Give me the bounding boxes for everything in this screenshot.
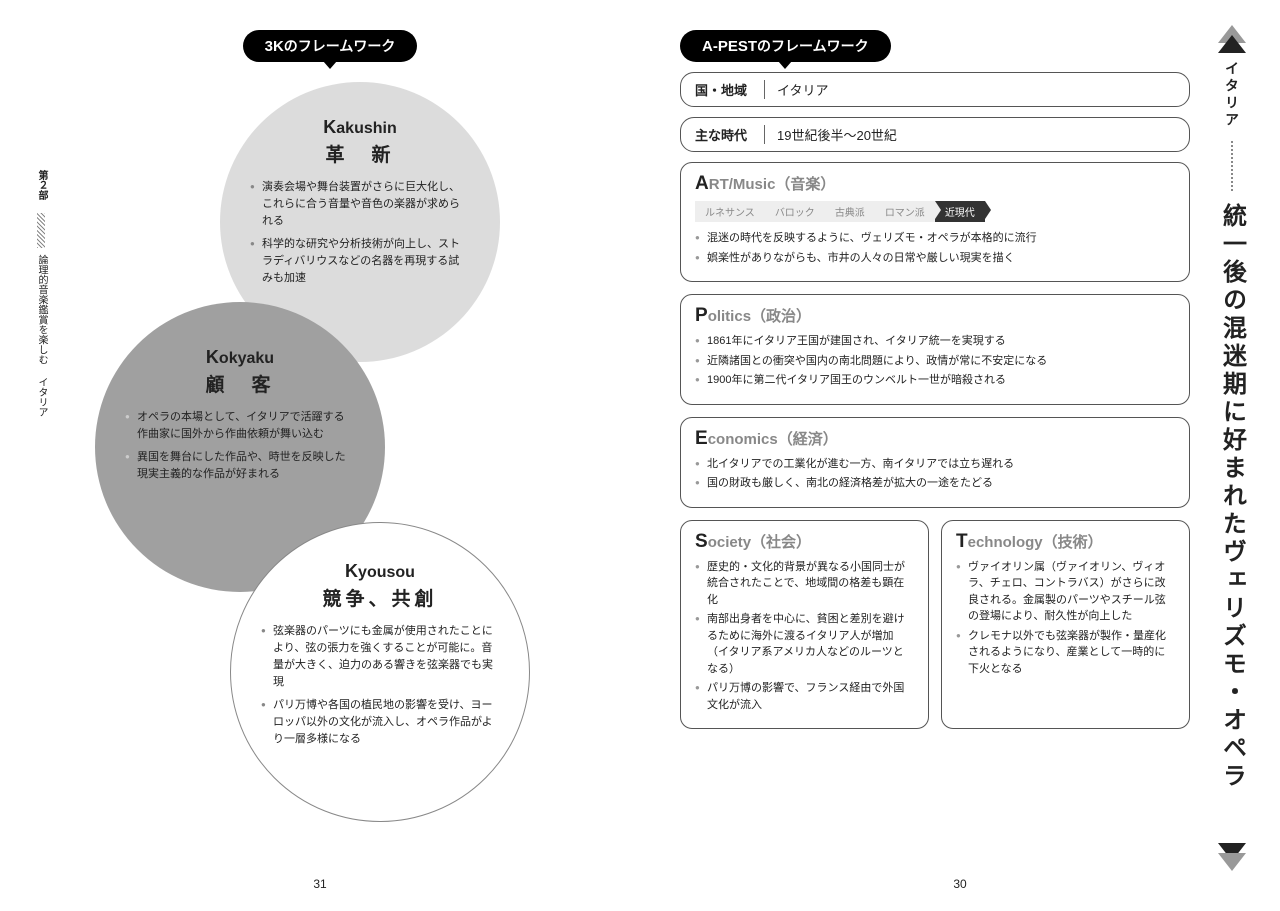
- bullet: 北イタリアでの工業化が進む一方、南イタリアでは立ち遅れる: [695, 456, 1175, 473]
- bullet: クレモナ以外でも弦楽器が製作・量産化されるようになり、産業として一時的に下火とな…: [956, 628, 1175, 678]
- era-tab: バロック: [765, 201, 825, 222]
- circle-kyousou: Kyousou 競争、共創 弦楽器のパーツにも金属が使用されたことにより、弦の張…: [230, 522, 530, 822]
- hatch-decoration: [37, 213, 45, 248]
- pest-economics: Economics（経済） 北イタリアでの工業化が進む一方、南イタリアでは立ち遅…: [680, 417, 1190, 508]
- bullet: 国の財政も厳しく、南北の経済格差が拡大の一途をたどる: [695, 475, 1175, 492]
- page-number: 30: [953, 877, 966, 891]
- circle-kanji: 顧 客: [125, 370, 355, 397]
- circle-kanji: 革 新: [250, 140, 470, 167]
- bullet: パリ万博や各国の植民地の影響を受け、ヨーロッパ以外の文化が流入し、オペラ作品がよ…: [261, 697, 499, 748]
- framework-pill-3k: 3Kのフレームワーク: [243, 30, 418, 62]
- bullet: 1861年にイタリア王国が建国され、イタリア統一を実現する: [695, 333, 1175, 350]
- page-left: 第２部 論理的音楽鑑賞を楽しむ イタリア 3Kのフレームワーク Kakushin…: [0, 0, 640, 911]
- page-number: 31: [313, 877, 326, 891]
- bullet: 娯楽性がありながらも、市井の人々の日常や厳しい現実を描く: [695, 250, 1175, 267]
- chevron-bottom-icon: [1218, 853, 1246, 871]
- era-tabs: ルネサンス バロック 古典派 ロマン派 近現代: [695, 201, 1175, 222]
- bullet-list: オペラの本場として、イタリアで活躍する作曲家に国外から作曲依頼が舞い込む 異国を…: [125, 409, 355, 483]
- bullet: 弦楽器のパーツにも金属が使用されたことにより、弦の張力を強くすることが可能に。音…: [261, 623, 499, 691]
- info-row-era: 主な時代 19世紀後半〜20世紀: [680, 117, 1190, 152]
- right-margin-title: イタリア 統一後の混迷期に好まれたヴェリズモ・オペラ: [1202, 25, 1262, 871]
- info-row-region: 国・地域 イタリア: [680, 72, 1190, 107]
- era-tab: ロマン派: [875, 201, 935, 222]
- pest-politics: Politics（政治） 1861年にイタリア王国が建国され、イタリア統一を実現…: [680, 294, 1190, 405]
- pest-technology: Technology（技術） ヴァイオリン属（ヴァイオリン、ヴィオラ、チェロ、コ…: [941, 520, 1190, 730]
- bullet: 演奏会場や舞台装置がさらに巨大化し、これらに合う音量や音色の楽器が求められる: [250, 179, 470, 230]
- pest-society: Society（社会） 歴史的・文化的背景が異なる小国同士が統合されたことで、地…: [680, 520, 929, 730]
- bullet: ヴァイオリン属（ヴァイオリン、ヴィオラ、チェロ、コントラバス）がさらに改良される…: [956, 559, 1175, 625]
- bullet: 1900年に第二代イタリア国王のウンベルト一世が暗殺される: [695, 372, 1175, 389]
- bullet-list: 演奏会場や舞台装置がさらに巨大化し、これらに合う音量や音色の楽器が求められる 科…: [250, 179, 470, 287]
- title-vertical: 統一後の混迷期に好まれたヴェリズモ・オペラ: [1215, 203, 1250, 835]
- part-label: 第２部: [36, 170, 47, 200]
- separator-icon: [1231, 141, 1233, 191]
- framework-pill-apest: A-PESTのフレームワーク: [680, 30, 891, 62]
- era-tab: ルネサンス: [695, 201, 765, 222]
- era-tab: 古典派: [825, 201, 875, 222]
- bullet: 科学的な研究や分析技術が向上し、ストラディバリウスなどの名器を再現する試みも加速: [250, 236, 470, 287]
- chevron-top-icon: [1218, 35, 1246, 53]
- country-vertical: イタリア: [1222, 61, 1242, 129]
- subtitle-1: 論理的音楽鑑賞を楽しむ: [36, 255, 47, 365]
- bullet: 歴史的・文化的背景が異なる小国同士が統合されたことで、地域間の格差も顕在化: [695, 559, 914, 609]
- bullet: パリ万博の影響で、フランス経由で外国文化が流入: [695, 680, 914, 713]
- three-k-circles: Kakushin 革 新 演奏会場や舞台装置がさらに巨大化し、これらに合う音量や…: [70, 82, 590, 822]
- bullet: 異国を舞台にした作品や、時世を反映した現実主義的な作品が好まれる: [125, 449, 355, 483]
- subtitle-2: イタリア: [36, 377, 47, 417]
- left-margin-label: 第２部 論理的音楽鑑賞を楽しむ イタリア: [30, 170, 52, 417]
- era-tab-active: 近現代: [935, 201, 985, 222]
- bullet-list: 弦楽器のパーツにも金属が使用されたことにより、弦の張力を強くすることが可能に。音…: [261, 623, 499, 748]
- page-right: A-PESTのフレームワーク 国・地域 イタリア 主な時代 19世紀後半〜20世…: [640, 0, 1280, 911]
- bullet: オペラの本場として、イタリアで活躍する作曲家に国外から作曲依頼が舞い込む: [125, 409, 355, 443]
- circle-kanji: 競争、共創: [261, 584, 499, 611]
- bullet: 近隣諸国との衝突や国内の南北問題により、政情が常に不安定になる: [695, 353, 1175, 370]
- bullet: 混迷の時代を反映するように、ヴェリズモ・オペラが本格的に流行: [695, 230, 1175, 247]
- bullet: 南部出身者を中心に、貧困と差別を避けるために海外に渡るイタリア人が増加（イタリア…: [695, 611, 914, 677]
- pest-art: ART/Music（音楽） ルネサンス バロック 古典派 ロマン派 近現代 混迷…: [680, 162, 1190, 282]
